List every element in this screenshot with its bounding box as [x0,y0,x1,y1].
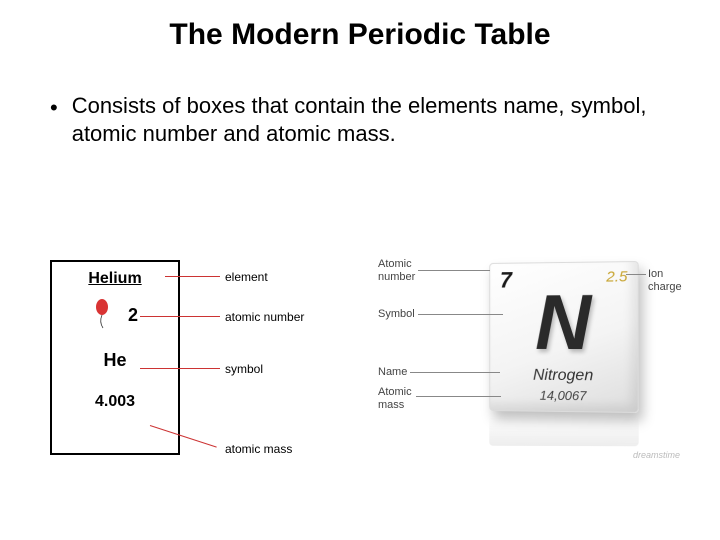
helium-diagram: Helium 2 He 4.003 element atomic number … [50,260,320,470]
bullet-dot-icon: • [50,94,58,122]
atomic-number: 2 [128,305,138,326]
bullet-list: • Consists of boxes that contain the ele… [0,52,720,147]
label-element: element [225,270,268,284]
leader-line [418,270,490,271]
label-atomic-mass: atomic mass [225,442,292,456]
leader-line [165,276,220,277]
watermark: dreamstime [633,450,680,460]
element-name: Helium [52,270,178,288]
label-symbol: Symbol [378,308,415,321]
label-atomic-number: atomic number [225,310,304,324]
card-name: Nitrogen [490,367,637,386]
nitrogen-diagram: 7 2.5 N Nitrogen 14,0067 Atomic number S… [368,244,688,464]
label-ion-charge: Ion charge [648,268,688,294]
bullet-item: • Consists of boxes that contain the ele… [50,92,670,147]
element-card: 7 2.5 N Nitrogen 14,0067 [489,261,638,413]
leader-line [410,372,500,373]
leader-line [626,274,646,275]
leader-line [418,314,503,315]
balloon-icon [92,298,114,332]
card-symbol: N [490,282,637,361]
bullet-text: Consists of boxes that contain the eleme… [72,92,670,147]
label-name: Name [378,366,407,379]
leader-line [416,396,501,397]
slide-title: The Modern Periodic Table [0,0,720,52]
card-mass: 14,0067 [490,387,637,404]
card-reflection [489,416,638,446]
leader-line [140,368,220,369]
diagram-area: Helium 2 He 4.003 element atomic number … [0,250,720,500]
atomic-mass: 4.003 [52,393,178,411]
element-box: Helium 2 He 4.003 [50,260,180,455]
label-atomic-number: Atomic number [378,258,415,284]
leader-line [140,316,220,317]
label-symbol: symbol [225,362,263,376]
label-atomic-mass: Atomic mass [378,386,412,412]
